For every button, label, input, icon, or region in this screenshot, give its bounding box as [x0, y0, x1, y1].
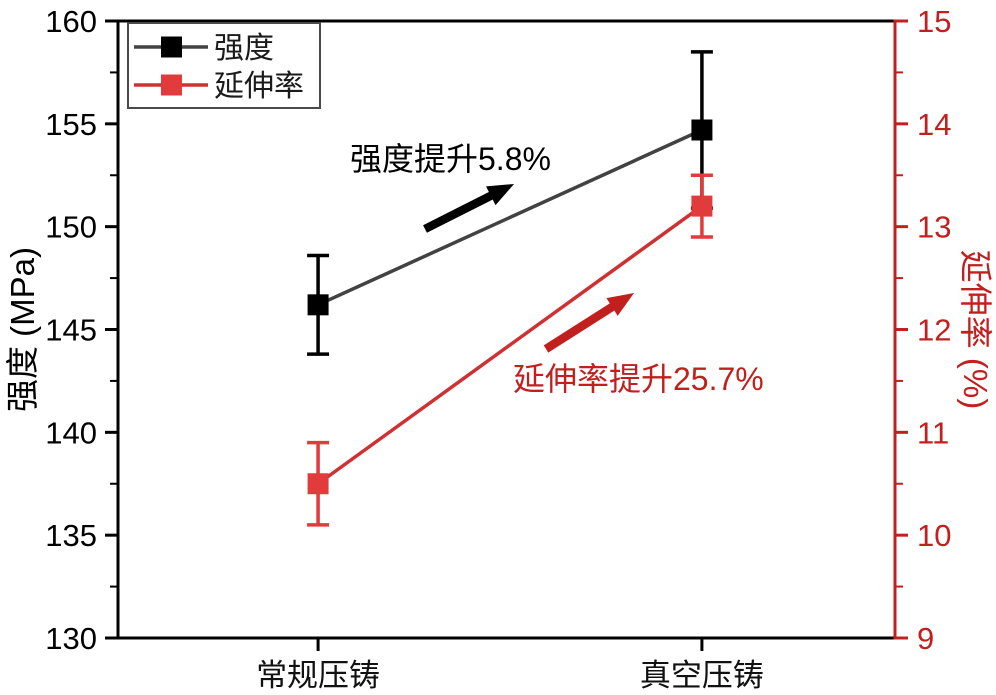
right-tick-label: 12 [917, 313, 951, 348]
left-tick-label: 155 [45, 107, 97, 142]
right-tick-label: 15 [917, 4, 951, 39]
legend-label: 延伸率 [214, 70, 304, 103]
annotation-text: 延伸率提升25.7% [513, 361, 764, 397]
left-tick-label: 150 [45, 210, 97, 245]
data-point-marker [307, 294, 329, 316]
right-tick-label: 11 [917, 415, 949, 450]
right-tick-label: 10 [917, 518, 951, 553]
right-tick-label: 9 [917, 621, 934, 656]
left-tick-label: 130 [45, 621, 97, 656]
series-line-强度 [317, 128, 703, 307]
right-tick-label: 14 [917, 107, 951, 142]
legend-box [127, 22, 321, 109]
legend-marker [161, 36, 182, 58]
series-line-延伸率 [317, 204, 703, 486]
annotation-arrow-shaft [423, 189, 499, 233]
left-tick-label: 140 [45, 415, 97, 450]
legend-marker [161, 74, 182, 96]
annotation-text: 强度提升5.8% [350, 141, 551, 177]
left-axis-title: 强度 (MPa) [4, 247, 41, 412]
left-tick-label: 160 [45, 4, 97, 39]
annotation-arrow-shaft [543, 300, 620, 353]
left-tick-label: 135 [45, 518, 97, 553]
x-category-label: 常规压铸 [256, 658, 380, 693]
data-point-marker [691, 119, 713, 141]
x-category-label: 真空压铸 [640, 658, 764, 693]
right-tick-label: 13 [917, 210, 951, 245]
annotation-arrow-head [486, 184, 514, 206]
annotation-arrow-head [606, 293, 634, 316]
right-axis-title: 延伸率 (%) [957, 250, 994, 410]
data-point-marker [307, 473, 329, 495]
left-tick-label: 145 [45, 313, 97, 348]
legend-label: 强度 [214, 32, 274, 65]
data-point-marker [691, 195, 713, 217]
